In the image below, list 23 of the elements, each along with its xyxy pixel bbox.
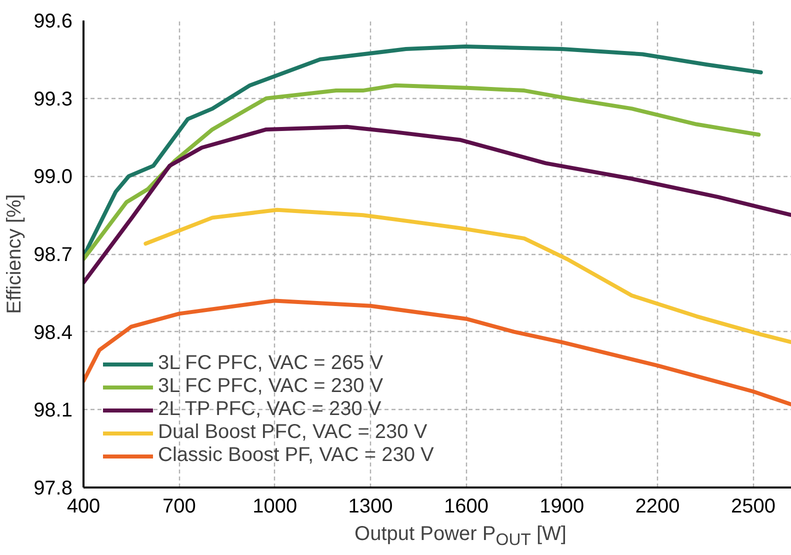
x-axis-title: Output Power P$_{OUT}$ [W] [354,522,566,551]
line-series [84,83,761,262]
x-tick-label: 700 [162,496,196,518]
x-tick-label: 1900 [540,496,584,518]
legend-label: 2L TP PFC, VAC = 230 V [158,398,382,421]
y-tick-label: 99.6 [34,10,73,32]
y-tick-label: 99.0 [34,166,73,188]
x-tick-label: 2200 [635,496,680,518]
line-series [144,208,791,344]
x-tick-label: 1600 [444,496,488,518]
legend-label: Classic Boost PF, VAC = 230 V [158,444,434,467]
x-tick-label: 1300 [348,496,393,518]
x-tick-label: 2500 [730,496,776,518]
legend-label: Dual Boost PFC, VAC = 230 V [158,421,428,444]
line-series [84,124,791,285]
y-tick-label: 99.3 [34,88,73,110]
y-tick-label: 98.4 [34,322,73,344]
legend-label: 3L FC PFC, VAC = 230 V [158,375,384,398]
y-axis-title: Efficiency [%] [4,194,26,314]
y-tick-label: 98.1 [34,400,73,422]
x-tick-label: 1000 [252,496,298,518]
legend-label: 3L FC PFC, VAC = 265 V [158,352,384,375]
y-tick-label: 98.7 [34,244,73,266]
